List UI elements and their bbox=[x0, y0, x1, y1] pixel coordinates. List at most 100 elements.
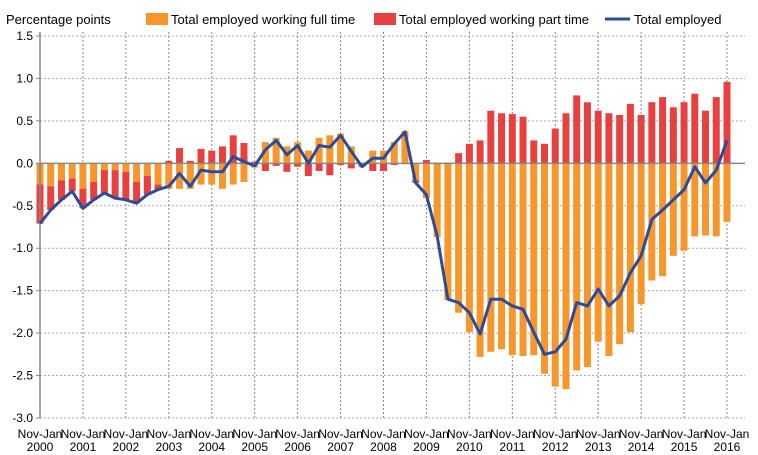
y-tick-label: -2.0 bbox=[12, 326, 33, 340]
bar-part-time bbox=[251, 161, 259, 164]
bar-full-time bbox=[79, 163, 87, 189]
x-tick-label: 2012 bbox=[542, 440, 569, 454]
bar-part-time bbox=[47, 186, 55, 211]
bar-part-time bbox=[229, 135, 237, 164]
bar-part-time bbox=[186, 160, 194, 164]
x-tick-label-top: Nov-Jan bbox=[361, 427, 406, 441]
bar-full-time bbox=[272, 137, 280, 164]
bar-full-time bbox=[594, 163, 602, 342]
bar-part-time bbox=[337, 163, 345, 166]
bar-part-time bbox=[616, 114, 624, 164]
bar-full-time bbox=[229, 163, 237, 185]
bar-full-time bbox=[433, 163, 441, 238]
bar-full-time bbox=[326, 135, 334, 164]
bar-part-time bbox=[519, 116, 527, 164]
bar-part-time bbox=[626, 103, 634, 164]
bar-part-time bbox=[498, 113, 506, 164]
bar-part-time bbox=[261, 163, 269, 171]
bar-part-time bbox=[133, 182, 141, 204]
y-tick-label: -2.5 bbox=[12, 369, 33, 383]
bar-full-time bbox=[261, 142, 269, 164]
bar-full-time bbox=[465, 163, 473, 333]
bar-part-time bbox=[283, 163, 291, 172]
bar-full-time bbox=[133, 163, 141, 183]
legend-swatch-part-time bbox=[374, 13, 396, 25]
bars bbox=[36, 81, 731, 390]
bar-full-time bbox=[455, 163, 463, 313]
bar-part-time bbox=[541, 143, 549, 164]
x-tick-label: 2008 bbox=[370, 440, 397, 454]
bar-part-time bbox=[605, 113, 613, 164]
bar-part-time bbox=[218, 146, 226, 164]
bar-full-time bbox=[712, 163, 720, 237]
x-tick-label-top: Nov-Jan bbox=[275, 427, 320, 441]
bar-full-time bbox=[487, 163, 495, 352]
bar-part-time bbox=[476, 140, 484, 164]
x-tick-label-top: Nov-Jan bbox=[318, 427, 363, 441]
bar-full-time bbox=[186, 163, 194, 189]
bar-part-time bbox=[648, 102, 656, 164]
bar-part-time bbox=[272, 163, 280, 166]
total-line-layer bbox=[38, 130, 729, 356]
bar-part-time bbox=[702, 110, 710, 164]
bar-part-time bbox=[422, 159, 430, 164]
bar-full-time bbox=[444, 163, 452, 301]
bar-part-time bbox=[487, 110, 495, 164]
y-tick-label: -3.0 bbox=[12, 411, 33, 425]
bar-full-time bbox=[165, 163, 173, 189]
bar-full-time bbox=[347, 146, 355, 164]
bar-part-time bbox=[530, 140, 538, 164]
bar-part-time bbox=[465, 143, 473, 164]
bar-full-time bbox=[154, 163, 162, 185]
y-tick-label: 0.0 bbox=[16, 156, 33, 170]
bar-part-time bbox=[390, 163, 398, 166]
bar-part-time bbox=[637, 114, 645, 164]
bar-part-time bbox=[508, 114, 516, 164]
bar-part-time bbox=[691, 93, 699, 164]
bar-part-time bbox=[197, 148, 205, 164]
x-tick-label: 2000 bbox=[27, 440, 54, 454]
bar-full-time bbox=[541, 163, 549, 374]
x-tick-label-top: Nov-Jan bbox=[662, 427, 707, 441]
bar-part-time bbox=[294, 163, 302, 167]
bar-part-time bbox=[68, 178, 76, 192]
bar-full-time bbox=[304, 150, 312, 164]
x-tick-label-top: Nov-Jan bbox=[18, 427, 63, 441]
bar-full-time bbox=[562, 163, 570, 390]
bar-full-time bbox=[530, 163, 538, 356]
y-tick-label: 1.0 bbox=[16, 71, 33, 85]
bar-full-time bbox=[637, 163, 645, 305]
bar-full-time bbox=[508, 163, 516, 356]
bar-part-time bbox=[551, 128, 559, 164]
bar-full-time bbox=[476, 163, 484, 357]
bar-full-time bbox=[143, 163, 151, 177]
y-tick-label: -0.5 bbox=[12, 199, 33, 213]
bar-full-time bbox=[240, 163, 248, 183]
bar-full-time bbox=[659, 163, 667, 277]
x-tick-label: 2013 bbox=[585, 440, 612, 454]
bar-part-time bbox=[304, 163, 312, 177]
bar-full-time bbox=[626, 163, 634, 333]
bar-part-time bbox=[176, 148, 184, 164]
y-axis-label: Percentage points bbox=[6, 12, 111, 27]
bar-full-time bbox=[519, 163, 527, 357]
x-tick-label: 2002 bbox=[113, 440, 140, 454]
bar-part-time bbox=[111, 170, 119, 199]
bar-full-time bbox=[100, 163, 108, 171]
x-tick-label-top: Nov-Jan bbox=[404, 427, 449, 441]
x-tick-label-top: Nov-Jan bbox=[490, 427, 535, 441]
y-tick-label: -1.0 bbox=[12, 241, 33, 255]
x-tick-label: 2011 bbox=[499, 440, 525, 454]
x-tick-label-top: Nov-Jan bbox=[104, 427, 149, 441]
y-tick-label: -1.5 bbox=[12, 284, 33, 298]
legend-label-part-time: Total employed working part time bbox=[399, 12, 589, 27]
bar-part-time bbox=[347, 163, 355, 169]
bar-full-time bbox=[390, 142, 398, 164]
x-tick-label: 2001 bbox=[70, 440, 97, 454]
bar-full-time bbox=[702, 163, 710, 236]
bar-part-time bbox=[79, 188, 87, 209]
x-tick-label: 2015 bbox=[671, 440, 698, 454]
bar-full-time bbox=[57, 163, 65, 181]
bar-part-time bbox=[122, 171, 130, 200]
